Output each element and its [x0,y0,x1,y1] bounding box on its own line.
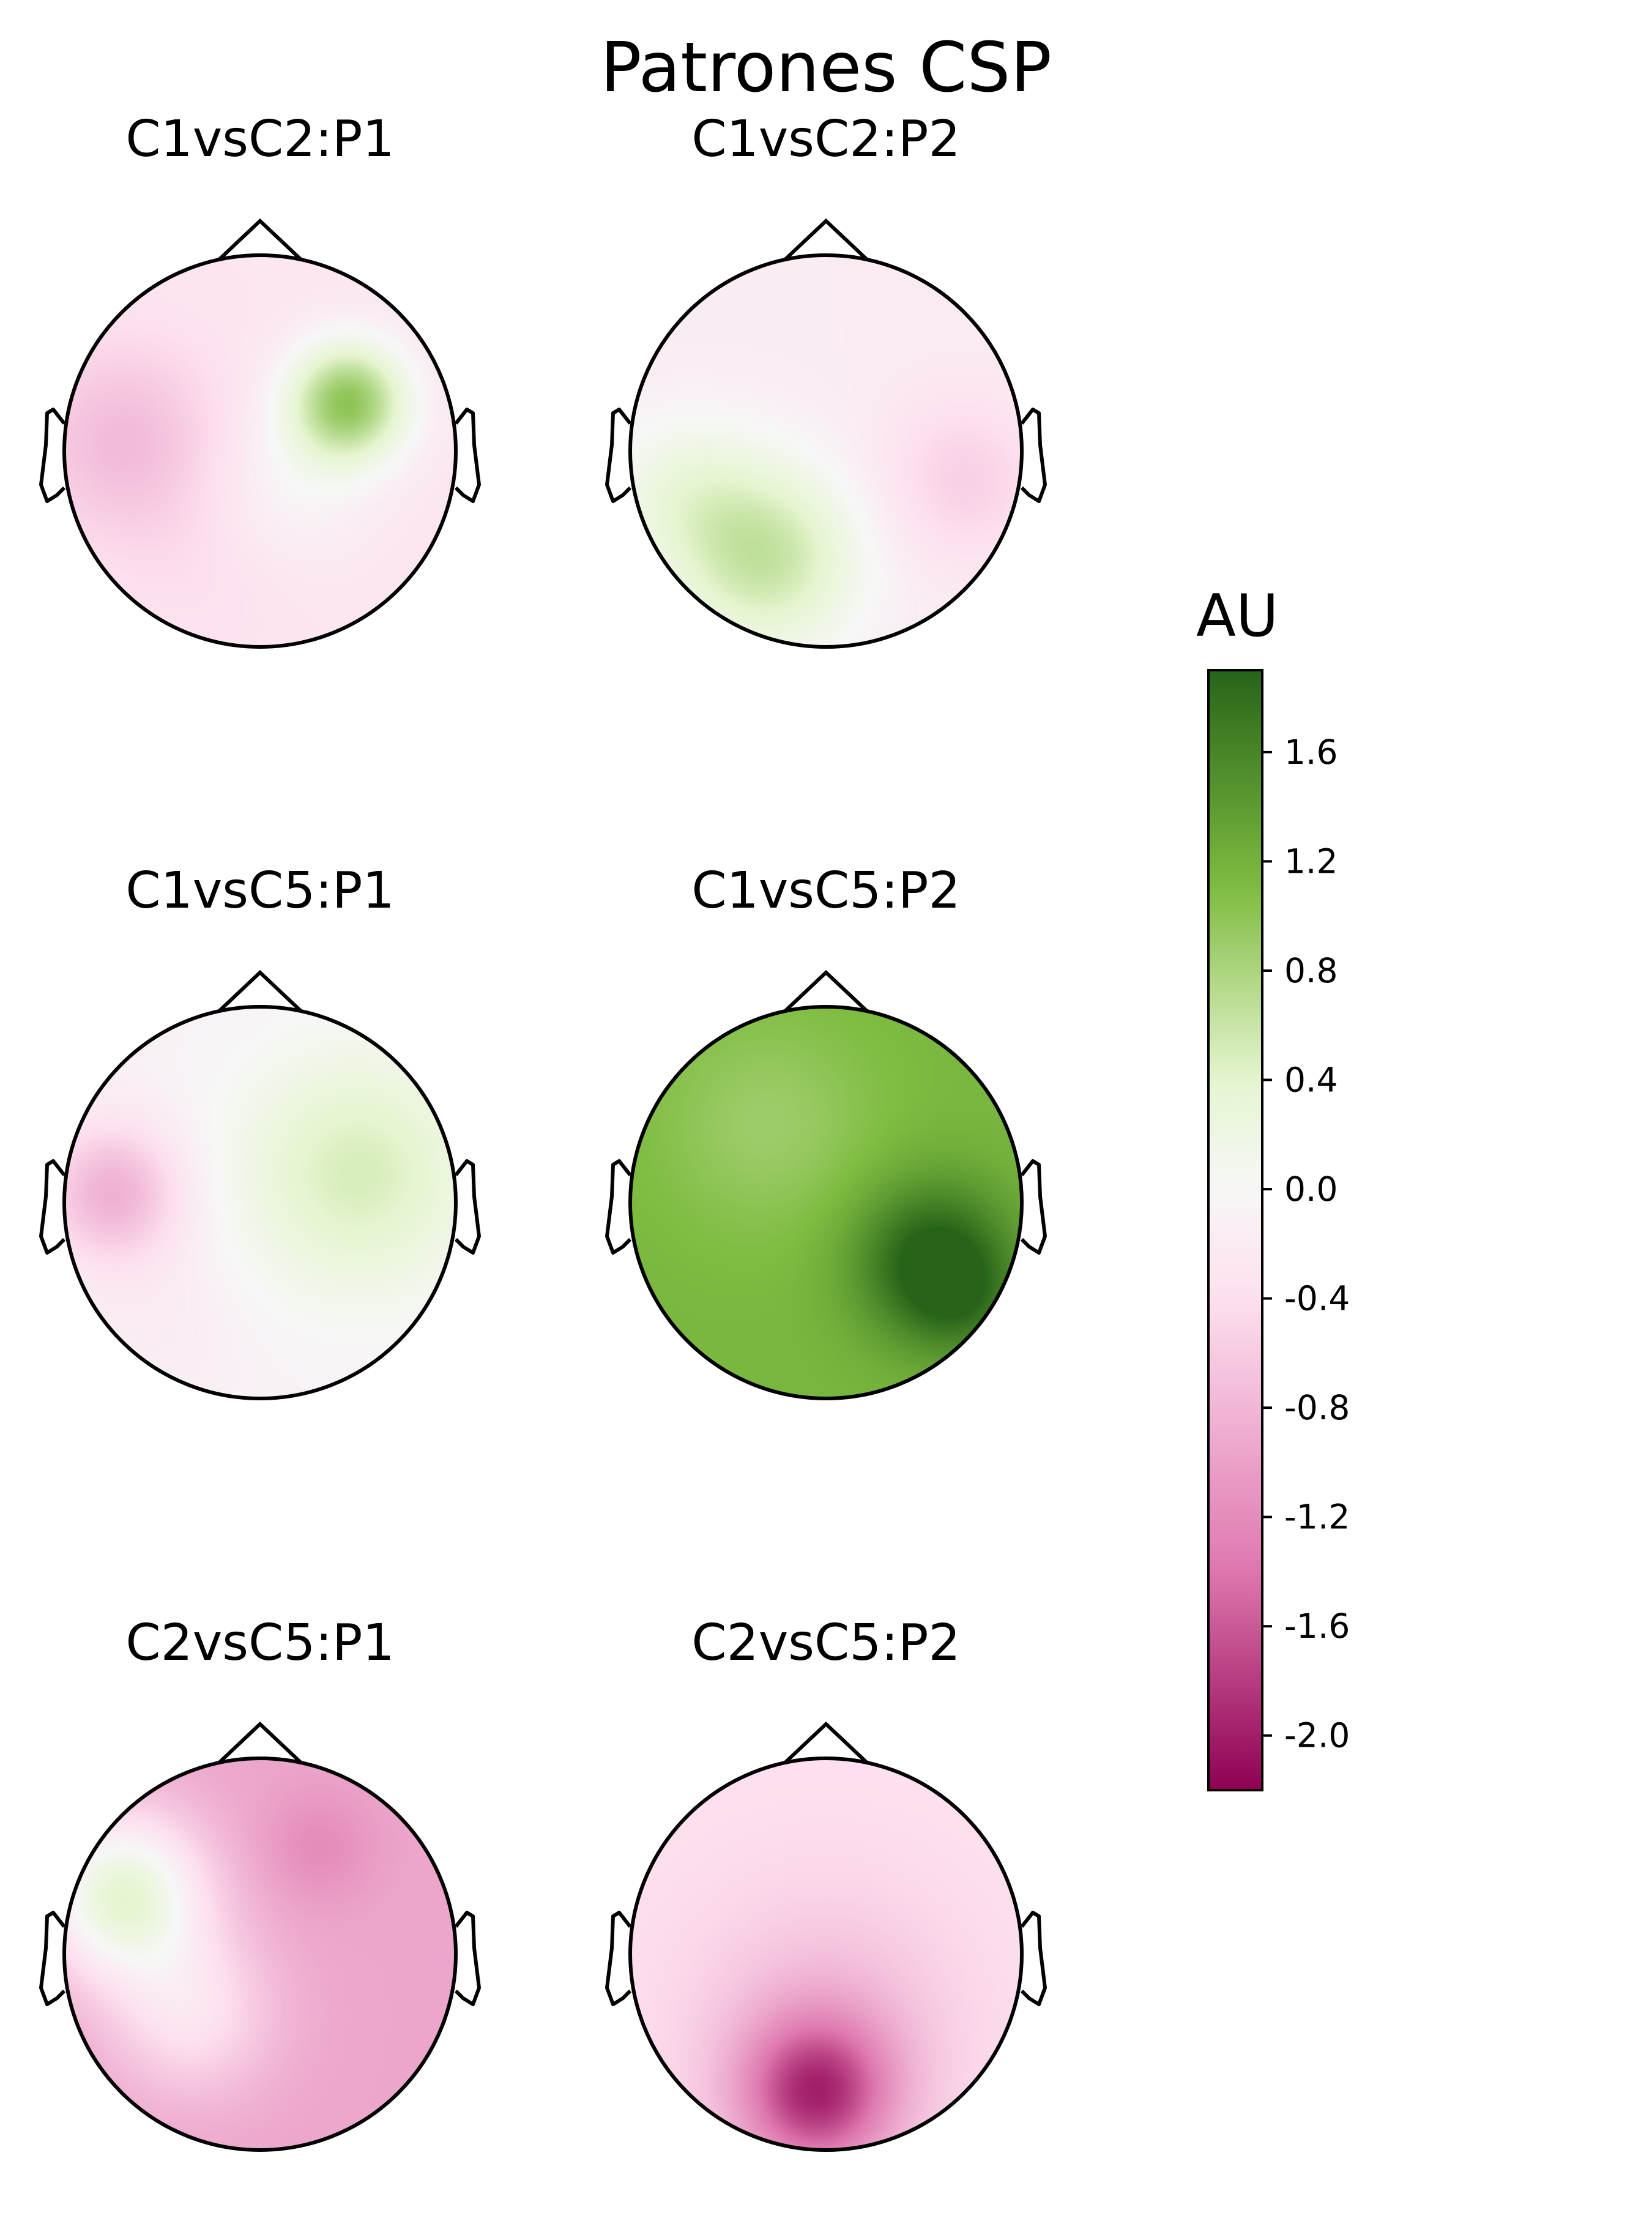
nose [783,1721,869,1765]
left-ear [605,408,632,503]
nose [217,969,303,1014]
right-ear [454,408,481,503]
panel-title: C2vsC5:P1 [125,1614,394,1672]
right-ear [1020,1911,1047,2006]
colorbar-tick-label: -0.8 [1284,1388,1350,1427]
topomap-field [630,1007,1022,1398]
colorbar-tick-label: -1.2 [1284,1498,1350,1537]
colorbar-tick-label: 0.4 [1284,1061,1338,1100]
right-ear [1020,1159,1047,1255]
topomap-field [630,255,1022,647]
topomap-field [64,1007,456,1398]
head-outline [628,1005,1024,1400]
panel-title: C1vsC5:P1 [125,862,394,920]
figure-title: Patrones CSP [600,28,1052,108]
topomap-field [64,1758,456,2150]
nose [217,218,303,262]
panel-title: C1vsC2:P1 [125,110,394,168]
nose [783,218,869,262]
topomap-panel: C1vsC5:P2 [605,862,1047,1400]
colorbar-tick-label: 0.8 [1284,951,1338,990]
topomap-panel: C1vsC2:P2 [605,110,1047,649]
panel-title: C1vsC2:P2 [691,110,960,168]
head-outline [628,253,1024,649]
head-outline [62,1757,458,2152]
left-ear [605,1159,632,1255]
colorbar-tick-label: 1.2 [1284,842,1338,881]
head-outline [62,253,458,649]
colorbar-tick-label: 0.0 [1284,1170,1338,1209]
colorbar [1207,669,1263,1791]
left-ear [39,408,66,503]
topomap-panel: C2vsC5:P1 [39,1614,481,2152]
head-outline [628,1757,1024,2152]
colorbar-tick-label: 1.6 [1284,733,1338,772]
topomap-field [64,255,456,647]
colorbar-tick-label: -0.4 [1284,1279,1350,1318]
panel-title: C1vsC5:P2 [691,862,960,920]
topomap-panel: C2vsC5:P2 [605,1614,1047,2152]
nose [783,969,869,1014]
topomap-field [630,1758,1022,2150]
nose [217,1721,303,1765]
left-ear [39,1911,66,2006]
topomap-panel: C1vsC5:P1 [39,862,481,1400]
topomap-panel: C1vsC2:P1 [39,110,481,649]
colorbar-tick-label: -2.0 [1284,1716,1350,1755]
right-ear [1020,408,1047,503]
right-ear [454,1159,481,1255]
colorbar-label: AU [1196,583,1279,650]
colorbar-tick-label: -1.6 [1284,1607,1350,1646]
panel-title: C2vsC5:P2 [691,1614,960,1672]
left-ear [39,1159,66,1255]
head-outline [62,1005,458,1400]
left-ear [605,1911,632,2006]
right-ear [454,1911,481,2006]
